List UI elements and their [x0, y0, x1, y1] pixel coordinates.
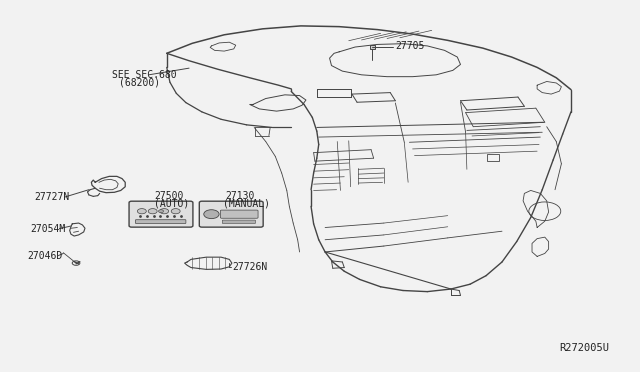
FancyBboxPatch shape: [199, 201, 263, 227]
FancyBboxPatch shape: [129, 201, 193, 227]
Text: R272005U: R272005U: [559, 343, 609, 353]
Circle shape: [148, 209, 157, 214]
Circle shape: [138, 209, 147, 214]
Circle shape: [172, 209, 180, 214]
Text: 27500: 27500: [154, 191, 183, 201]
Circle shape: [160, 209, 169, 214]
Text: 27727N: 27727N: [34, 192, 69, 202]
Text: (68200): (68200): [119, 78, 160, 88]
Circle shape: [204, 210, 219, 219]
Text: 27054M: 27054M: [31, 224, 66, 234]
Circle shape: [159, 210, 164, 213]
Text: SEE SEC.680: SEE SEC.680: [113, 70, 177, 80]
Text: 27046D: 27046D: [28, 251, 63, 261]
Text: (AUTO): (AUTO): [154, 198, 189, 208]
Text: 27705: 27705: [396, 41, 425, 51]
FancyBboxPatch shape: [370, 45, 375, 49]
FancyBboxPatch shape: [222, 220, 255, 224]
Text: (MANUAL): (MANUAL): [223, 198, 270, 208]
FancyBboxPatch shape: [136, 220, 186, 224]
FancyBboxPatch shape: [220, 210, 258, 218]
Text: 27726N: 27726N: [232, 262, 267, 272]
Text: 27130: 27130: [225, 191, 255, 201]
